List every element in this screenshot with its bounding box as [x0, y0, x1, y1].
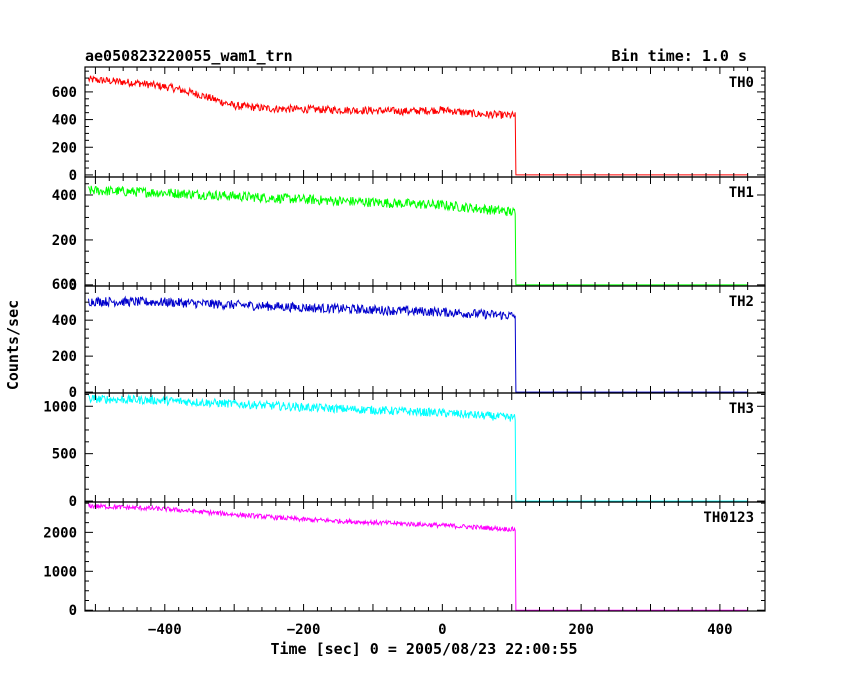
y-tick-label: 200: [52, 140, 77, 156]
panel-th3: 0 500 1000 TH3: [43, 392, 766, 510]
panel-frame: [84, 176, 766, 287]
x-tick-label: 400: [707, 622, 732, 638]
panel-label-th1: TH1: [729, 185, 754, 201]
y-tick-label: 0: [69, 494, 77, 510]
y-axis-label: Counts/sec: [4, 300, 22, 390]
panel-label-th3: TH3: [729, 401, 754, 417]
chart-title: ae050823220055_wam1_trn: [85, 47, 293, 65]
series-line-th2: [88, 295, 748, 393]
x-tick-label: −200: [287, 622, 321, 638]
y-tick-label: 600: [52, 85, 77, 101]
y-tick-label: 600: [52, 277, 77, 293]
x-tick-labels: −400 −200 0 200 400: [148, 622, 733, 638]
panel-label-th2: TH2: [729, 294, 754, 310]
panels-group: 0 200 400 600 TH0 0 200 400 TH1 0 200 400 600 TH2 0 500…: [43, 66, 766, 619]
panel-th0123: 0 1000 2000 TH0123: [43, 501, 766, 619]
panel-frame: [84, 501, 766, 612]
y-tick-label: 1000: [43, 399, 77, 415]
x-tick-label: 200: [568, 622, 593, 638]
panel-th1: 0 200 400 TH1: [52, 176, 766, 294]
panel-th0: 0 200 400 600 TH0: [52, 66, 766, 184]
y-tick-label: 500: [52, 447, 77, 463]
y-tick-label: 200: [52, 349, 77, 365]
y-tick-label: 0: [69, 168, 77, 184]
y-tick-label: 0: [69, 278, 77, 294]
y-tick-label: 0: [69, 603, 77, 619]
series-line-th0123: [88, 502, 748, 611]
panel-label-th0123: TH0123: [703, 510, 754, 526]
series-line-th3: [88, 393, 748, 502]
y-tick-label: 0: [69, 385, 77, 401]
series-line-th0: [88, 75, 748, 176]
y-tick-label: 2000: [43, 525, 77, 541]
panel-label-th0: TH0: [729, 75, 754, 91]
bin-time-label: Bin time: 1.0 s: [612, 47, 747, 65]
x-tick-label: −400: [148, 622, 182, 638]
x-tick-label: 0: [438, 622, 446, 638]
x-axis-label: Time [sec] 0 = 2005/08/23 22:00:55: [270, 640, 577, 658]
y-tick-label: 400: [52, 113, 77, 129]
y-tick-label: 400: [52, 313, 77, 329]
y-tick-label: 1000: [43, 564, 77, 580]
panel-th2: 0 200 400 600 TH2: [52, 277, 766, 401]
panel-frame: [84, 66, 766, 178]
y-tick-label: 200: [52, 233, 77, 249]
series-line-th1: [88, 185, 748, 286]
panel-frame: [84, 392, 766, 503]
y-tick-label: 400: [52, 188, 77, 204]
